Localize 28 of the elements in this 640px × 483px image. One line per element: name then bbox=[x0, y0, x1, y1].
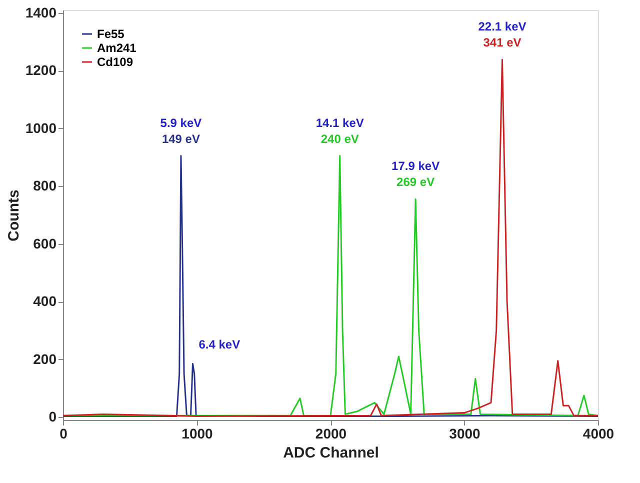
annotation: 240 eV bbox=[320, 132, 359, 146]
annotation: 22.1 keV bbox=[478, 20, 526, 34]
x-tick-label: 2000 bbox=[315, 426, 347, 442]
y-tick-label: 200 bbox=[33, 350, 57, 367]
annotation: 5.9 keV bbox=[160, 116, 202, 130]
y-tick-label: 1400 bbox=[25, 4, 57, 20]
legend-label: Fe55 bbox=[97, 27, 125, 41]
annotation: 17.9 keV bbox=[392, 159, 440, 174]
annotation: 14.1 keV bbox=[316, 116, 364, 130]
annotation: 269 eV bbox=[396, 175, 435, 190]
y-tick-label: 1200 bbox=[25, 62, 57, 78]
legend-label: Cd109 bbox=[97, 55, 134, 69]
x-tick-label: 1000 bbox=[182, 426, 214, 442]
annotation: 6.4 keV bbox=[198, 338, 240, 352]
y-axis-title: Counts bbox=[5, 190, 22, 242]
y-tick-label: 0 bbox=[48, 408, 57, 425]
x-tick-label: 3000 bbox=[449, 426, 481, 442]
annotation: 149 eV bbox=[162, 132, 200, 146]
x-tick-label: 4000 bbox=[582, 426, 614, 442]
annotation: 341 eV bbox=[483, 36, 522, 50]
x-tick-label: 0 bbox=[60, 426, 68, 442]
legend-label: Am241 bbox=[97, 41, 137, 55]
x-axis-title: ADC Channel bbox=[283, 444, 379, 462]
line-series bbox=[63, 58, 598, 417]
y-tick-label: 800 bbox=[33, 178, 57, 194]
y-tick-label: 600 bbox=[33, 235, 57, 252]
y-tick-label: 1000 bbox=[25, 120, 57, 136]
y-tick-label: 400 bbox=[33, 293, 57, 310]
